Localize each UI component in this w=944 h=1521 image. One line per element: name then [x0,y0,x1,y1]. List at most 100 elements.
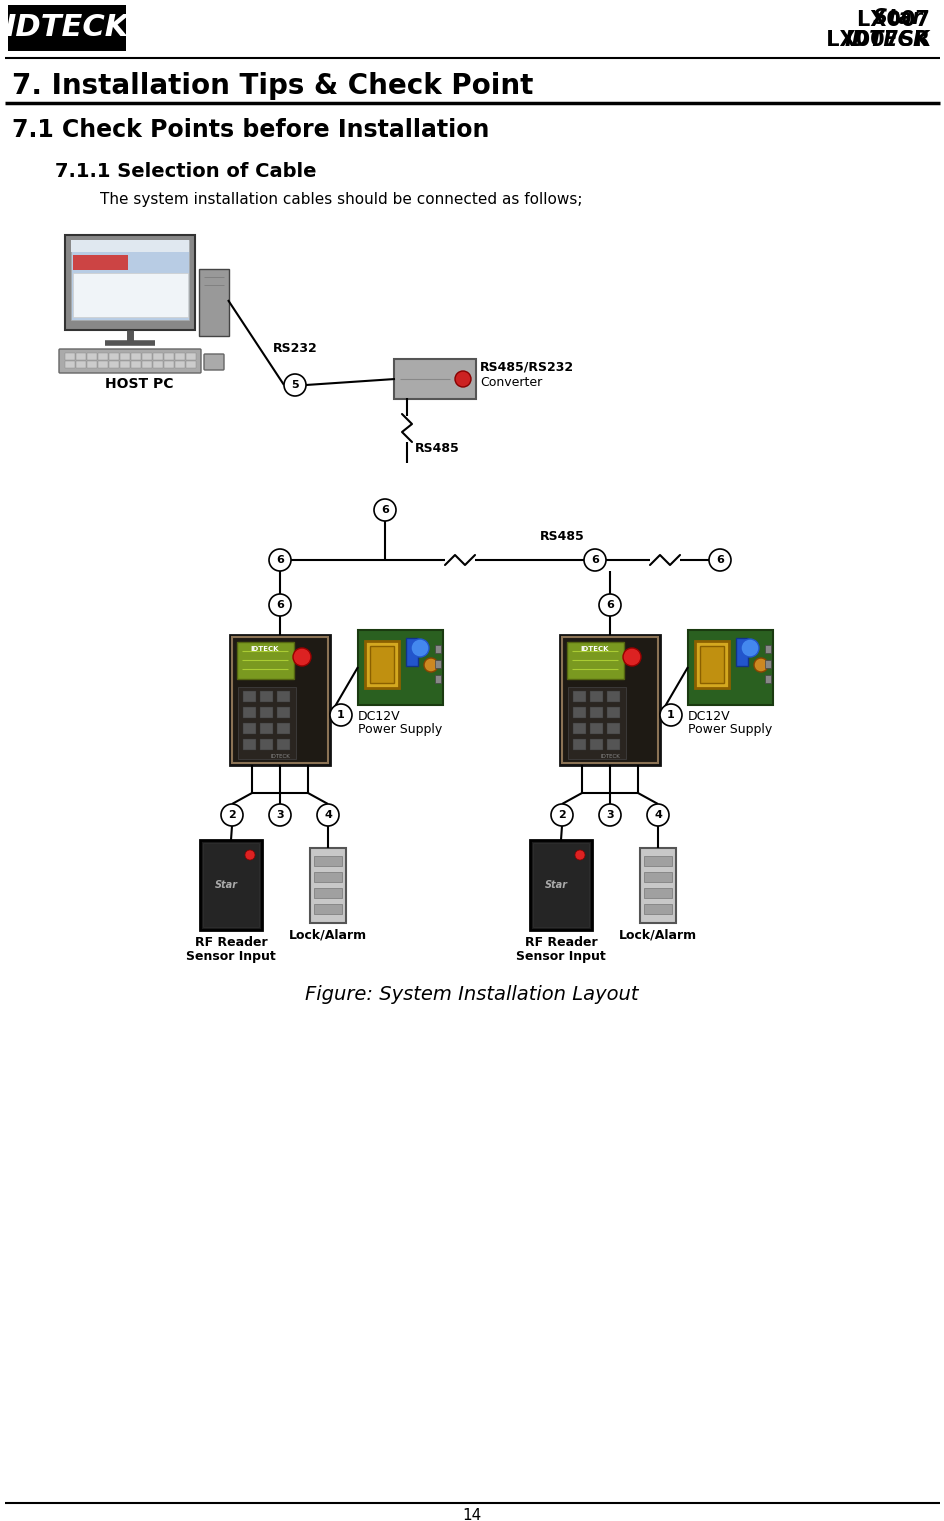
FancyBboxPatch shape [152,353,162,359]
FancyBboxPatch shape [59,348,201,373]
FancyBboxPatch shape [313,903,342,914]
Circle shape [598,805,620,826]
FancyBboxPatch shape [560,634,659,765]
FancyBboxPatch shape [71,240,189,319]
FancyBboxPatch shape [364,640,398,687]
FancyBboxPatch shape [76,353,85,359]
Text: 3: 3 [276,811,283,820]
FancyBboxPatch shape [73,272,188,316]
FancyBboxPatch shape [87,360,96,368]
FancyBboxPatch shape [589,691,602,701]
FancyBboxPatch shape [64,353,75,359]
Text: 7.1.1 Selection of Cable: 7.1.1 Selection of Cable [55,163,316,181]
FancyBboxPatch shape [243,739,255,750]
Circle shape [221,805,243,826]
Circle shape [647,805,668,826]
FancyBboxPatch shape [260,691,272,701]
Circle shape [583,549,605,570]
Text: Star: Star [544,881,567,890]
FancyBboxPatch shape [199,269,228,336]
FancyBboxPatch shape [142,353,151,359]
FancyBboxPatch shape [572,706,585,718]
FancyBboxPatch shape [109,360,118,368]
Circle shape [598,595,620,616]
Text: DC12V: DC12V [687,710,730,722]
Text: 6: 6 [605,599,614,610]
Circle shape [753,659,767,672]
FancyBboxPatch shape [260,739,272,750]
FancyBboxPatch shape [687,630,772,706]
Text: 5: 5 [291,380,298,389]
Circle shape [659,704,682,726]
FancyBboxPatch shape [277,722,289,733]
FancyBboxPatch shape [434,675,441,683]
Text: Lock/Alarm: Lock/Alarm [289,929,366,941]
Circle shape [454,371,470,386]
FancyBboxPatch shape [643,888,671,897]
FancyBboxPatch shape [243,691,255,701]
Circle shape [269,805,291,826]
FancyBboxPatch shape [643,872,671,882]
FancyBboxPatch shape [277,739,289,750]
FancyBboxPatch shape [694,640,728,687]
Text: LX007SR: LX007SR [760,30,929,50]
Text: 14: 14 [462,1507,481,1521]
Text: IDTECK: IDTECK [599,754,619,759]
FancyBboxPatch shape [142,360,151,368]
FancyBboxPatch shape [185,353,195,359]
Text: 6: 6 [276,599,283,610]
FancyBboxPatch shape [260,722,272,733]
FancyBboxPatch shape [313,888,342,897]
FancyBboxPatch shape [639,849,675,923]
FancyBboxPatch shape [566,642,623,678]
Circle shape [424,659,437,672]
Text: 3: 3 [605,811,614,820]
Text: Sensor Input: Sensor Input [186,951,276,963]
FancyBboxPatch shape [406,637,417,666]
FancyBboxPatch shape [532,843,588,926]
Text: LX007: LX007 [799,11,929,30]
FancyBboxPatch shape [163,353,174,359]
FancyBboxPatch shape [313,856,342,865]
FancyBboxPatch shape [175,360,184,368]
Text: 4: 4 [653,811,661,820]
FancyBboxPatch shape [175,353,184,359]
FancyBboxPatch shape [310,849,346,923]
FancyBboxPatch shape [643,856,671,865]
Circle shape [316,805,339,826]
FancyBboxPatch shape [643,903,671,914]
FancyBboxPatch shape [606,722,619,733]
Text: Power Supply: Power Supply [687,722,771,736]
FancyBboxPatch shape [606,739,619,750]
FancyBboxPatch shape [97,353,108,359]
Text: Sensor Input: Sensor Input [515,951,605,963]
Text: 6: 6 [590,555,598,564]
Text: RS232: RS232 [273,342,317,354]
Text: DC12V: DC12V [358,710,400,722]
FancyBboxPatch shape [73,256,127,271]
FancyBboxPatch shape [589,706,602,718]
Text: IDTECK: IDTECK [5,14,129,43]
Circle shape [622,648,640,666]
FancyBboxPatch shape [370,646,394,683]
FancyBboxPatch shape [765,645,770,653]
Text: IDTECK: IDTECK [270,754,290,759]
Text: RF Reader: RF Reader [524,935,597,949]
FancyBboxPatch shape [65,236,194,330]
FancyBboxPatch shape [735,637,748,666]
Circle shape [269,595,291,616]
Text: RF Reader: RF Reader [194,935,267,949]
FancyBboxPatch shape [358,630,443,706]
FancyBboxPatch shape [200,840,261,929]
Circle shape [740,639,758,657]
Text: 7.1 Check Points before Installation: 7.1 Check Points before Installation [12,119,489,141]
FancyBboxPatch shape [119,360,129,368]
FancyBboxPatch shape [243,706,255,718]
FancyBboxPatch shape [260,706,272,718]
FancyBboxPatch shape [700,646,723,683]
FancyBboxPatch shape [163,360,174,368]
FancyBboxPatch shape [530,840,591,929]
FancyBboxPatch shape [567,687,625,759]
FancyBboxPatch shape [203,843,259,926]
FancyBboxPatch shape [237,642,294,678]
